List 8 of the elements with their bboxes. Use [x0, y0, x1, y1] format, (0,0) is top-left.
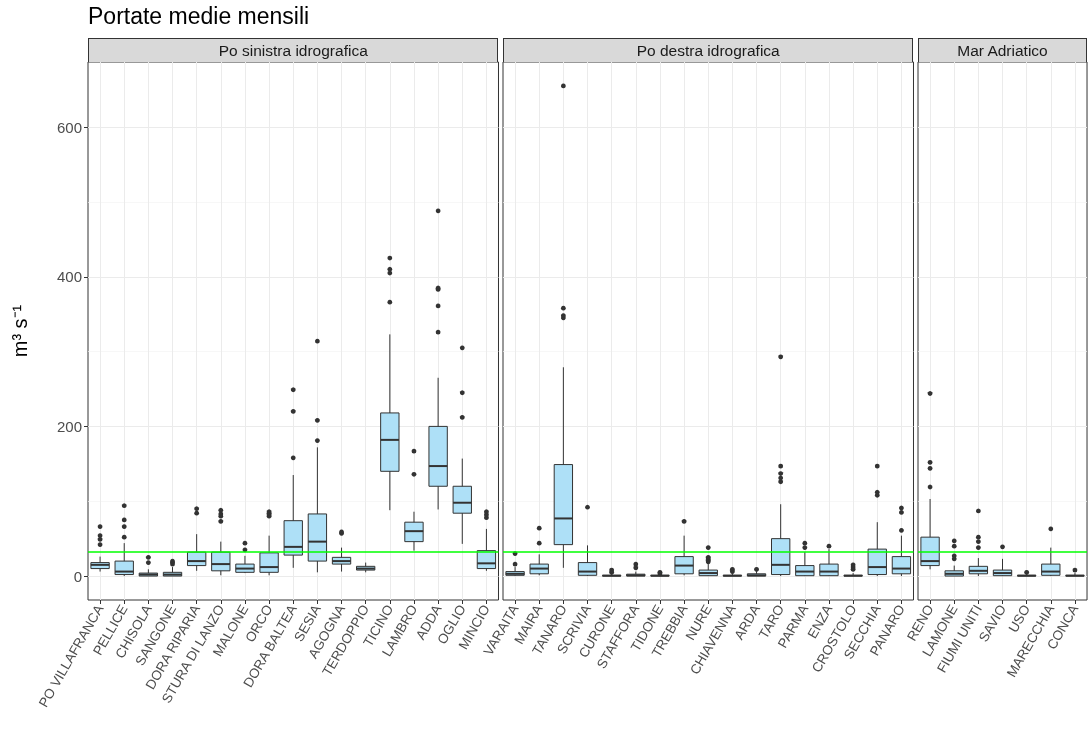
y-tick-label: 0 [73, 567, 82, 585]
y-tick-label: 600 [56, 118, 82, 136]
y-tick-label: 400 [56, 268, 82, 286]
y-axis-title: m³ s⁻¹ [9, 304, 31, 358]
chart-subtitle: Po sinistra idrografica [218, 41, 368, 60]
chart-title: Portate medie mensili [88, 3, 310, 30]
y-tick-label: 200 [56, 417, 82, 435]
chart-subtitle: Po destra idrografica [636, 41, 780, 60]
